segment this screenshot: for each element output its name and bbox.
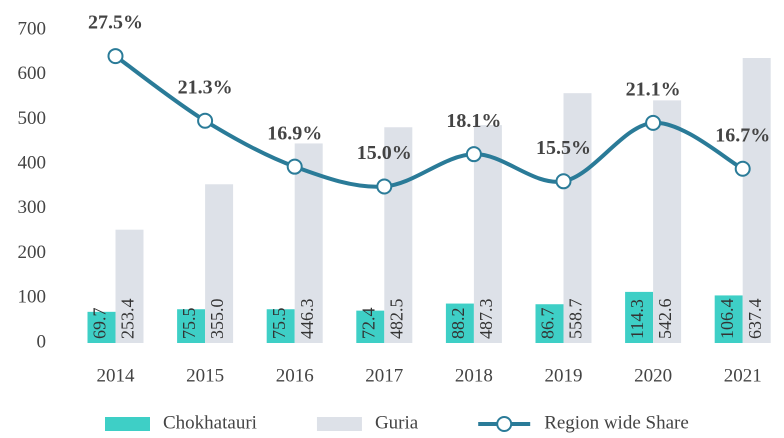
bar-value-label: 86.7 <box>538 308 558 340</box>
y-tick-label: 0 <box>37 331 47 352</box>
line <box>114 54 744 189</box>
bar-value-label: 482.5 <box>386 299 406 340</box>
bar-value-label: 558.7 <box>566 299 586 340</box>
bar <box>653 100 682 344</box>
bar-value-label: 75.5 <box>179 308 199 340</box>
bar <box>384 127 413 343</box>
bar <box>87 311 116 343</box>
line-marker <box>734 160 751 177</box>
bar <box>535 304 564 343</box>
legend-label: Guria <box>375 412 419 433</box>
point-label: 27.5% <box>88 12 143 34</box>
y-tick-label: 500 <box>18 108 47 129</box>
line-marker <box>376 178 393 195</box>
x-tick-label: 2017 <box>365 365 403 386</box>
bar <box>714 295 743 343</box>
line-marker <box>107 48 124 65</box>
y-tick-label: 600 <box>18 63 47 84</box>
bar-value-label: 637.4 <box>745 299 765 340</box>
bar <box>115 229 144 343</box>
point-label: 15.5% <box>536 137 591 159</box>
legend-label: Region wide Share <box>544 412 689 433</box>
legend-swatch <box>105 417 150 431</box>
bar-value-label: 88.2 <box>448 308 468 340</box>
bar <box>625 291 654 343</box>
y-tick-label: 100 <box>18 287 47 308</box>
legend-marker <box>496 416 513 432</box>
point-label: 21.3% <box>178 76 233 98</box>
y-tick-label: 200 <box>18 242 47 263</box>
x-tick-label: 2020 <box>634 365 672 386</box>
bar-value-label: 253.4 <box>118 299 138 340</box>
bar <box>473 125 502 343</box>
x-tick-label: 2021 <box>724 365 762 386</box>
line-marker <box>197 112 214 129</box>
bar-value-label: 114.3 <box>627 299 647 339</box>
x-tick-label: 2016 <box>276 365 314 386</box>
y-tick-label: 400 <box>18 153 47 174</box>
bar-value-label: 487.3 <box>476 298 496 339</box>
legend-label: Chokhatauri <box>163 412 257 433</box>
bar <box>177 309 206 343</box>
bar <box>205 184 234 343</box>
line-marker <box>465 146 482 163</box>
bar-value-label: 106.4 <box>717 299 737 340</box>
point-label: 18.1% <box>446 110 501 132</box>
y-tick-label: 700 <box>18 18 47 39</box>
bar <box>356 310 385 343</box>
y-tick-label: 300 <box>18 197 47 218</box>
bar <box>445 303 474 343</box>
bar <box>742 57 771 343</box>
line-marker <box>645 114 662 131</box>
bar-value-label: 355.0 <box>207 299 227 340</box>
x-tick-label: 2014 <box>97 365 136 386</box>
x-tick-label: 2015 <box>186 365 224 386</box>
bar-value-label: 542.6 <box>655 299 675 340</box>
point-label: 15.0% <box>357 142 412 164</box>
line-marker <box>286 158 303 175</box>
line-marker <box>555 173 572 190</box>
legend-swatch <box>316 417 362 431</box>
x-tick-label: 2018 <box>455 365 493 386</box>
point-label: 16.7% <box>715 124 770 146</box>
point-label: 21.1% <box>626 78 681 100</box>
bar-value-label: 69.7 <box>90 308 110 340</box>
bar-value-label: 75.5 <box>269 308 289 340</box>
bar <box>563 93 592 344</box>
point-label: 16.9% <box>267 122 322 144</box>
bar-value-label: 446.3 <box>297 299 317 340</box>
bar <box>266 309 295 343</box>
bar-value-label: 72.4 <box>358 308 378 340</box>
x-tick-label: 2019 <box>545 365 583 386</box>
